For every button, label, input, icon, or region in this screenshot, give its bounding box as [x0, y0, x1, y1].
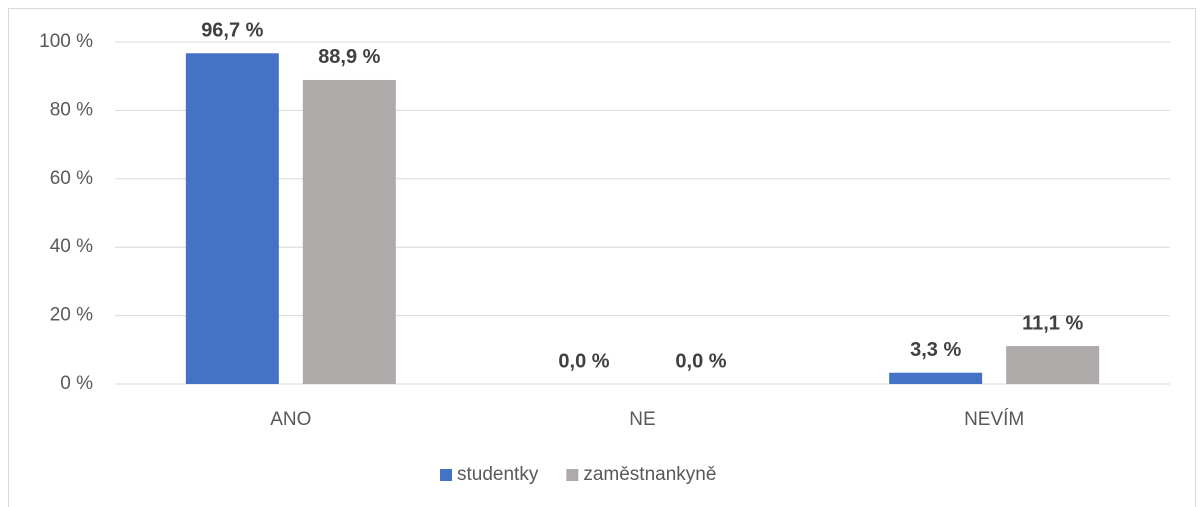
- value-label: 96,7 %: [201, 20, 263, 42]
- y-tick-label: 60 %: [50, 168, 93, 189]
- chart-frame: [8, 8, 1196, 507]
- y-tick-label: 0 %: [60, 373, 93, 394]
- value-label: 88,9 %: [318, 46, 380, 68]
- x-tick-label: NE: [629, 409, 655, 430]
- legend-swatch: [440, 469, 452, 481]
- bar: [1006, 346, 1100, 384]
- bar: [302, 79, 396, 384]
- y-tick-label: 80 %: [50, 99, 93, 120]
- bar: [889, 372, 983, 384]
- value-label: 11,1 %: [1022, 312, 1083, 334]
- y-tick-label: 20 %: [50, 305, 93, 326]
- value-label: 0,0 %: [558, 350, 609, 372]
- legend-swatch: [566, 469, 579, 481]
- legend-label: zaměstnankyně: [583, 464, 716, 485]
- bar: [185, 53, 279, 384]
- x-tick-label: NEVÍM: [964, 409, 1024, 430]
- value-label: 3,3 %: [910, 339, 961, 361]
- value-label: 0,0 %: [675, 350, 726, 372]
- y-tick-label: 100 %: [39, 31, 93, 52]
- legend-label: studentky: [457, 464, 539, 485]
- y-tick-label: 40 %: [50, 236, 93, 257]
- x-tick-label: ANO: [270, 409, 311, 430]
